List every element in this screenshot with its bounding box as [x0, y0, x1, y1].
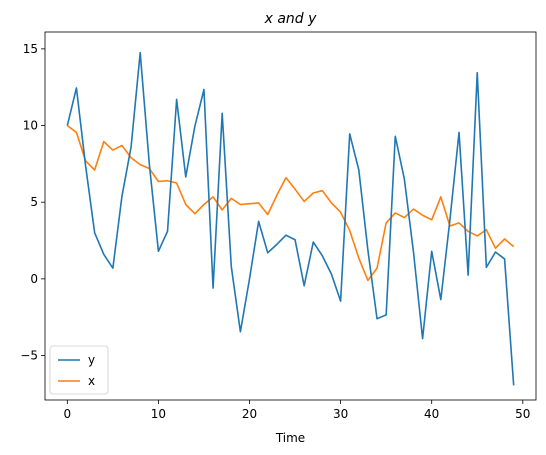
- y-tick-label: 10: [23, 119, 38, 133]
- x-tick-label: 40: [424, 407, 439, 421]
- y-axis-ticks: −5 0 5 10 15: [20, 42, 45, 363]
- legend: yx: [49, 345, 109, 395]
- x-axis-ticks: 0 10 20 30 40 50: [63, 400, 530, 421]
- y-tick-label: 15: [23, 42, 38, 56]
- legend-box: [49, 345, 109, 395]
- x-tick-label: 50: [515, 407, 530, 421]
- series-line-y: [66, 51, 515, 386]
- y-tick-label: 5: [30, 195, 38, 209]
- x-tick-label: 20: [242, 407, 257, 421]
- x-axis-label: Time: [275, 431, 305, 445]
- y-tick-label: −5: [20, 349, 38, 363]
- chart-title: x and y: [264, 11, 318, 27]
- plot-area: [44, 31, 537, 401]
- plot-frame: [44, 31, 537, 401]
- x-tick-label: 0: [63, 407, 71, 421]
- legend-label-x: x: [88, 374, 95, 388]
- legend-label-y: y: [88, 353, 95, 367]
- x-tick-label: 10: [151, 407, 166, 421]
- y-tick-label: 0: [30, 272, 38, 286]
- x-tick-label: 30: [333, 407, 348, 421]
- series-line-x: [66, 124, 515, 282]
- series-layer: [66, 51, 515, 386]
